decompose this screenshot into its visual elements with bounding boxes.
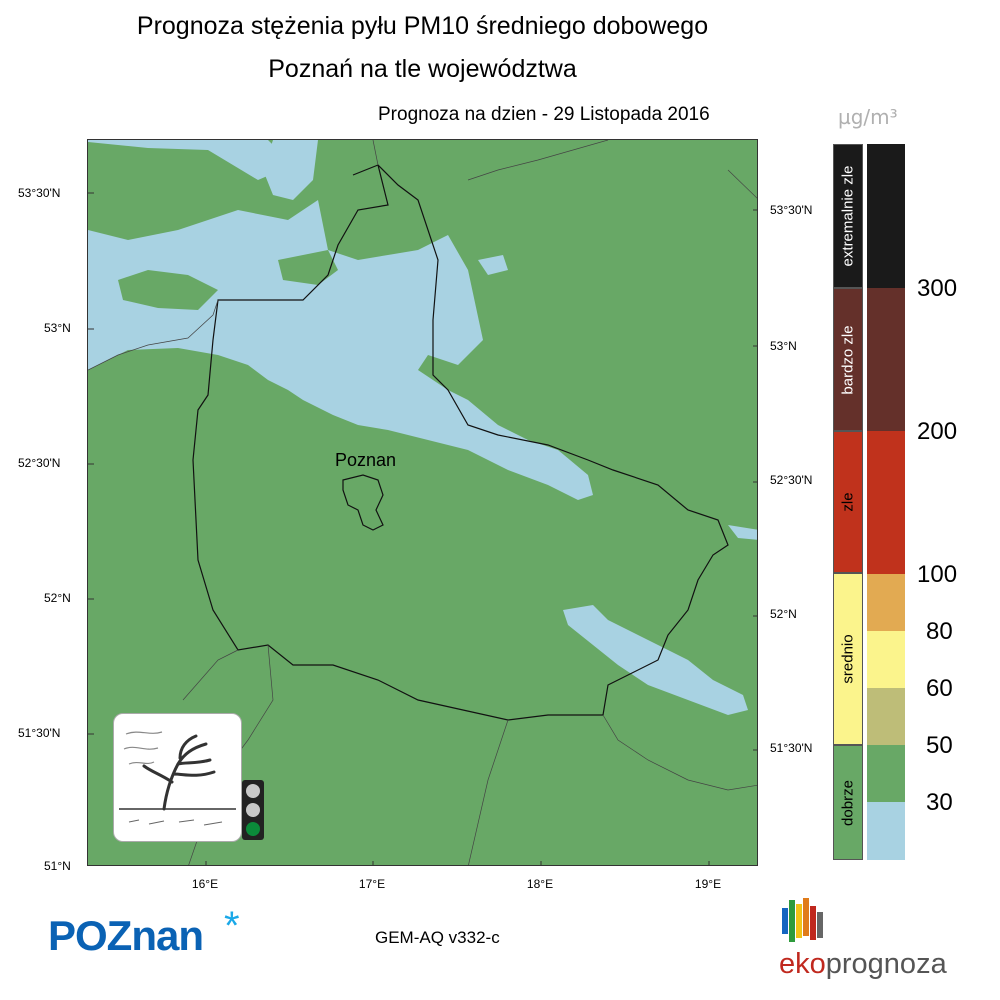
zone-green-island-1 (118, 270, 218, 310)
model-name: GEM-AQ v332-c (375, 928, 500, 947)
zone-very-good-east-edge (728, 525, 757, 540)
scale-band-50-60 (867, 688, 905, 745)
forecast-date: Prognoza na dzien - 29 Listopada 2016 (378, 104, 710, 125)
title-line-1: Prognoza stężenia pyłu PM10 średniego do… (136, 12, 709, 40)
scale-band-100-200 (867, 431, 905, 574)
scale-band-above-300 (867, 144, 905, 288)
category-label-dobrze: dobrze (839, 779, 857, 826)
title-line-2: Poznań na tle województwa (268, 55, 577, 83)
asterisk-icon: * (224, 904, 240, 948)
lat-label-left-6: 51°N (44, 859, 71, 873)
unit-label: µg/m³ (838, 105, 898, 129)
scale-band-60-80 (867, 631, 905, 688)
lat-label-right-5: 51°30'N (770, 741, 813, 755)
scale-tick-30: 30 (926, 789, 953, 816)
zone-very-good-band (88, 200, 593, 500)
lat-label-left-3: 52°30'N (18, 456, 61, 470)
zone-very-good-small (478, 255, 508, 275)
category-srednio: srednio (833, 573, 863, 745)
lon-label-4: 19°E (694, 877, 722, 891)
traffic-light-middle (246, 803, 260, 817)
lat-label-right-3: 52°30'N (770, 473, 813, 487)
zone-green-island-2 (278, 250, 338, 285)
ekoprognoza-logo-part1: eko (779, 948, 826, 980)
province-boundary (192, 164, 729, 721)
zone-very-good-north (88, 140, 293, 180)
lat-label-right-4: 52°N (770, 607, 797, 621)
scale-tick-50: 50 (926, 732, 953, 759)
category-label-bardzo-zle: bardzo zle (839, 324, 857, 395)
lon-label-2: 17°E (358, 877, 386, 891)
category-zle: zle (833, 431, 863, 573)
lat-label-left-5: 51°30'N (18, 726, 61, 740)
ekoprognoza-bars-icon (782, 898, 830, 944)
zone-very-good-north-inner (263, 140, 318, 200)
city-label: Poznan (335, 450, 397, 470)
lat-label-right-2: 53°N (770, 339, 797, 353)
category-label-srednio: srednio (839, 634, 857, 684)
graticule-ticks (88, 192, 757, 865)
neighbour-border-west (88, 299, 219, 371)
lat-label-right-1: 53°30'N (770, 203, 813, 217)
traffic-light-bottom-green (246, 822, 260, 836)
lon-label-3: 18°E (526, 877, 554, 891)
lat-label-left-2: 53°N (44, 321, 71, 335)
category-bardzo-zle: bardzo zle (833, 288, 863, 431)
scale-tick-300: 300 (917, 275, 958, 302)
lat-label-left-1: 53°30'N (18, 186, 61, 200)
scale-tick-60: 60 (926, 675, 953, 702)
neighbour-border-south (182, 644, 757, 865)
windy-tree-icon (119, 731, 236, 826)
lat-label-left-4: 52°N (44, 591, 71, 605)
ekoprognoza-logo: ekoprognoza (779, 948, 947, 981)
category-label-extremalnie-zle: extremalnie zle (839, 165, 857, 267)
poznan-city-outline (342, 474, 384, 531)
lon-label-1: 16°E (191, 877, 219, 891)
scale-band-80-100 (867, 574, 905, 631)
weather-icon-box (113, 713, 242, 842)
ekoprognoza-logo-part2: prognoza (825, 948, 947, 980)
scale-tick-200: 200 (917, 418, 958, 445)
traffic-light-icon (242, 780, 264, 840)
traffic-light-top (246, 784, 260, 798)
poznan-logo: POZnan * (48, 904, 240, 960)
category-extremalnie-zle: extremalnie zle (833, 144, 863, 288)
neighbour-border-north (372, 140, 757, 199)
scale-band-below-30 (867, 802, 905, 860)
zone-very-good-southeast (563, 605, 748, 715)
category-label-zle: zle (839, 492, 857, 512)
scale-tick-100: 100 (917, 561, 958, 588)
scale-tick-80: 80 (926, 618, 953, 645)
scale-band-200-300 (867, 288, 905, 431)
category-dobrze: dobrze (833, 745, 863, 860)
poznan-logo-text: POZnan (48, 912, 204, 959)
scale-band-30-50 (867, 745, 905, 802)
